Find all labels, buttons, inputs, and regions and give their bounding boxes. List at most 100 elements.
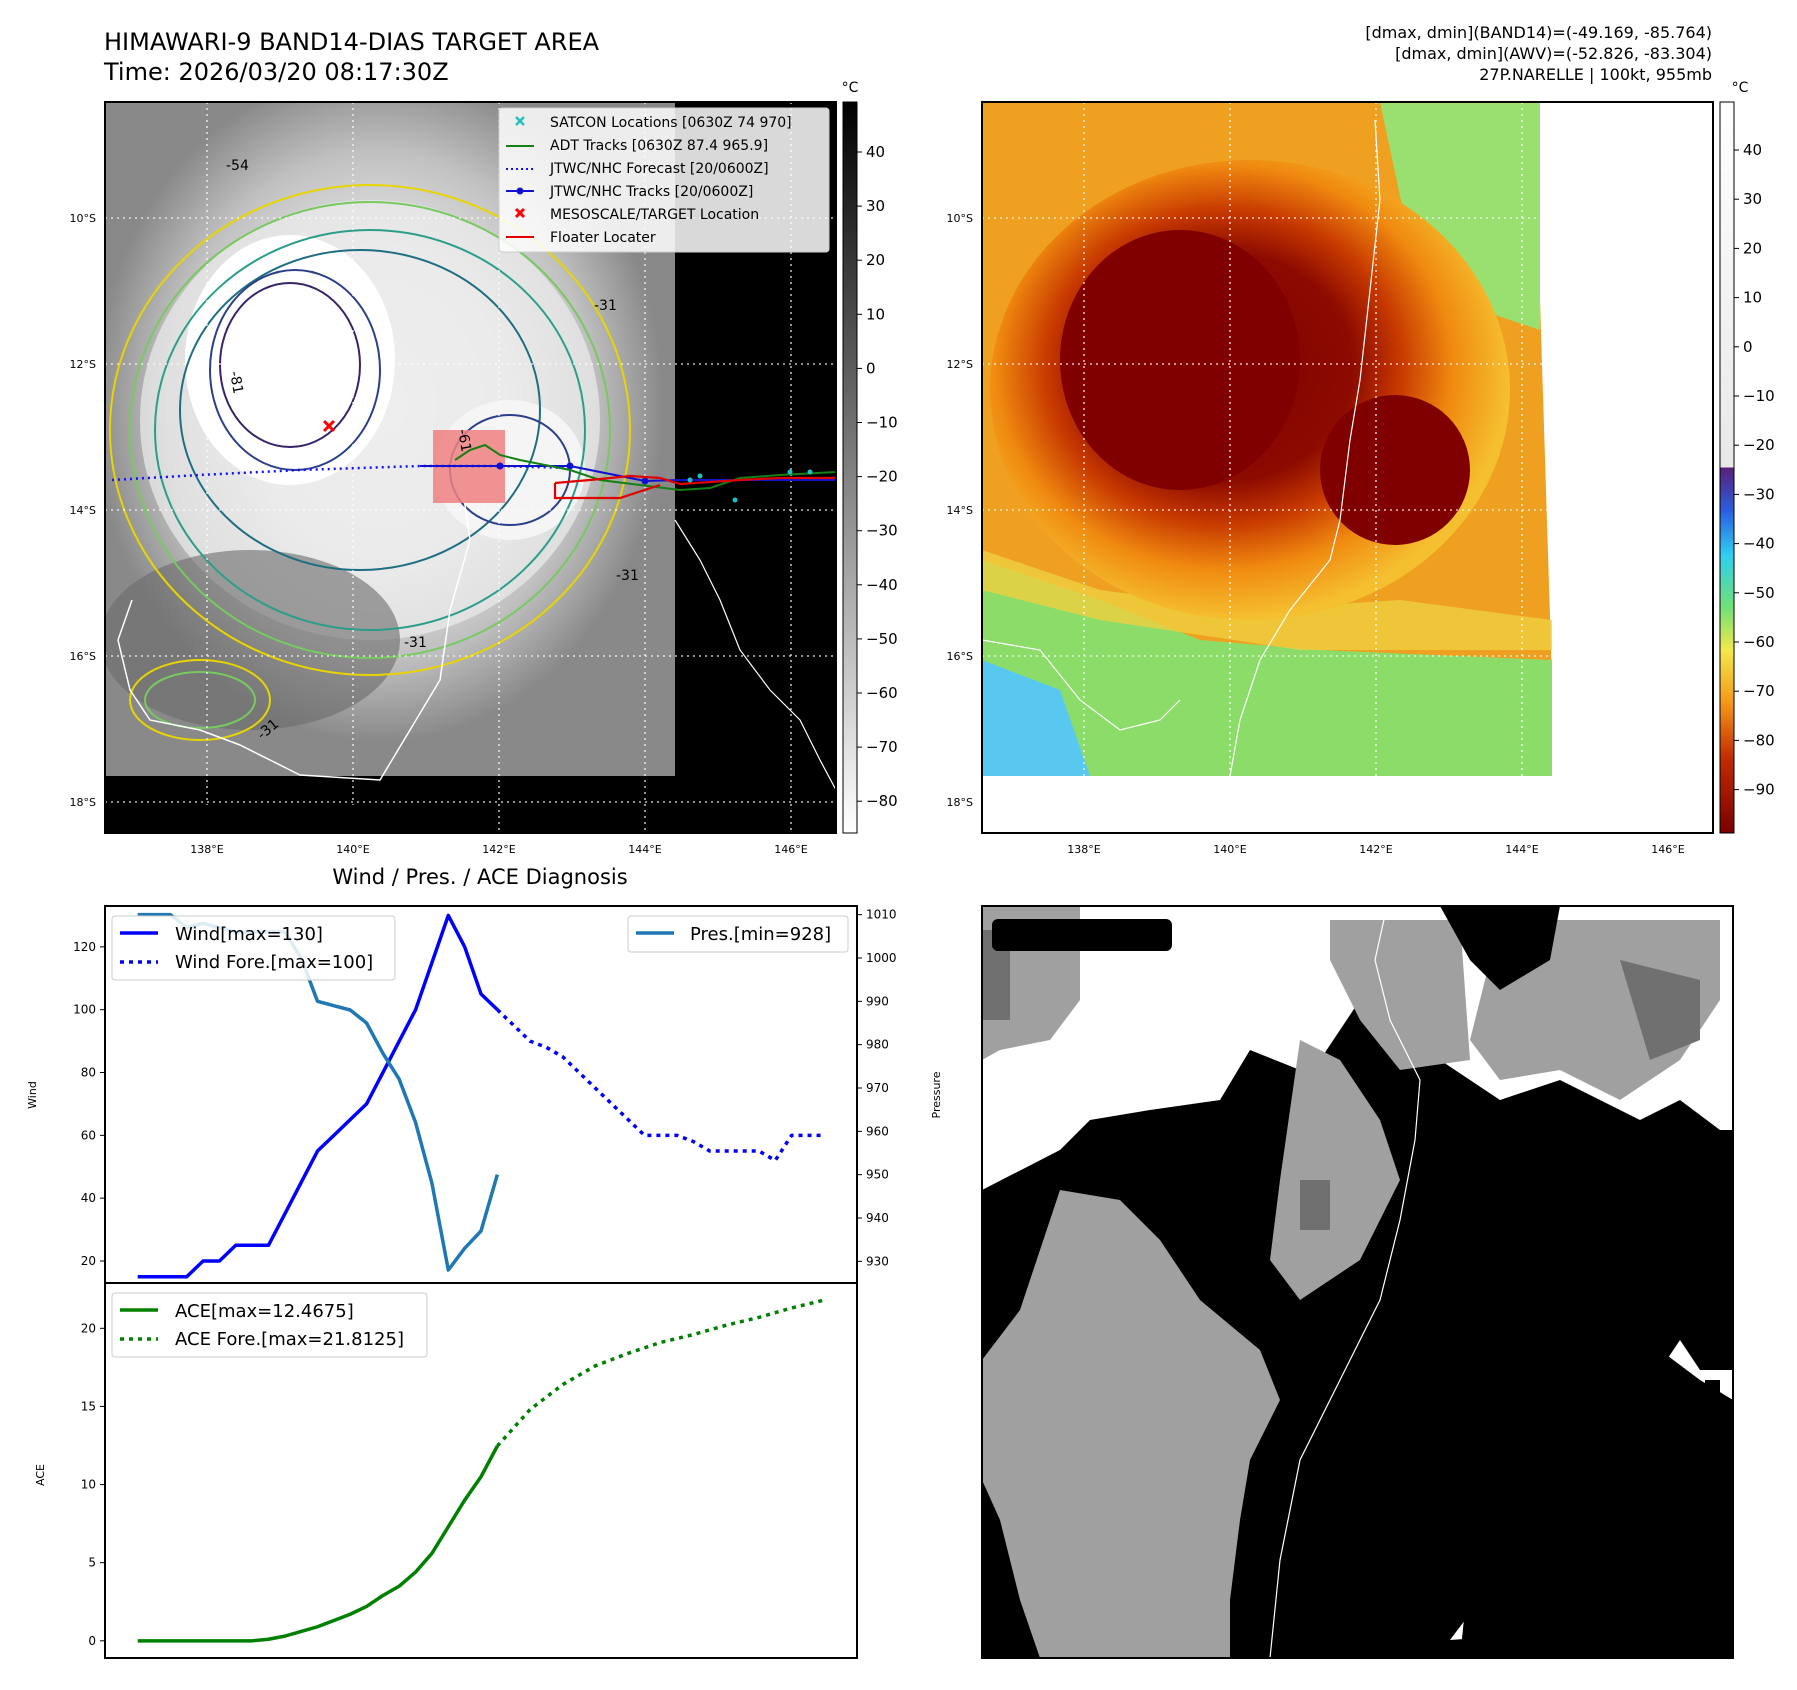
legend-jtwc-tracks: JTWC/NHC Tracks [20/0600Z] bbox=[549, 184, 753, 200]
wind-tick-label: 80 bbox=[81, 1066, 96, 1080]
contour-label: -81 bbox=[226, 370, 246, 395]
lon-tick: 138°E bbox=[1067, 843, 1100, 856]
colorbar-color: °C 40 30 20 10 0 −10 −20 −30 −40 −50 −60 −70 −80 −90 bbox=[1719, 80, 1775, 834]
legend-jtwc-forecast: JTWC/NHC Forecast [20/0600Z] bbox=[549, 161, 769, 177]
ace-line bbox=[137, 1445, 499, 1643]
lon-tick: 140°E bbox=[336, 843, 369, 856]
lon-tick: 138°E bbox=[190, 843, 223, 856]
wmg-panel: WMG Count: 0 bbox=[981, 905, 1734, 1659]
lon-tick: 144°E bbox=[628, 843, 661, 856]
stats-storm: 27P.NARELLE | 100kt, 955mb bbox=[1479, 65, 1712, 84]
contour-label: -31 bbox=[404, 635, 427, 651]
lat-tick: 16°S bbox=[70, 650, 96, 663]
colorbar-tick-label: −10 bbox=[1743, 387, 1775, 405]
lat-tick: 10°S bbox=[70, 212, 96, 225]
wind-tick-label: 100 bbox=[73, 1003, 96, 1017]
contour-label: -31 bbox=[616, 568, 639, 584]
ace-tick-label: 0 bbox=[88, 1634, 96, 1648]
map-legend: SATCON Locations [0630Z 74 970] ADT Trac… bbox=[498, 107, 830, 253]
pressure-tick-label: 940 bbox=[866, 1211, 889, 1225]
lat-tick: 16°S bbox=[947, 650, 973, 663]
legend-ace-forecast: ACE Fore.[max=21.8125] bbox=[175, 1329, 404, 1350]
lon-tick: 140°E bbox=[1213, 843, 1246, 856]
lon-tick: 144°E bbox=[1505, 843, 1538, 856]
lat-tick: 18°S bbox=[70, 796, 96, 809]
pressure-axis-label: Pressure bbox=[930, 1071, 943, 1118]
ace-axis-label: ACE bbox=[34, 1464, 47, 1486]
colorbar-tick-label: 20 bbox=[1743, 239, 1762, 257]
lat-tick: 18°S bbox=[947, 796, 973, 809]
colorbar-tick-label: 30 bbox=[1743, 190, 1762, 208]
wmg-count: WMG Count: 0 bbox=[1001, 925, 1154, 947]
legend-adt: ADT Tracks [0630Z 87.4 965.9] bbox=[550, 138, 768, 154]
ace-tick-label: 15 bbox=[81, 1399, 96, 1413]
pressure-tick-label: 980 bbox=[866, 1038, 889, 1052]
lat-tick: 10°S bbox=[947, 212, 973, 225]
lat-tick: 14°S bbox=[70, 504, 96, 517]
legend-wind-forecast: Wind Fore.[max=100] bbox=[175, 952, 373, 973]
legend-pressure: Pres.[min=928] bbox=[690, 924, 831, 945]
contour-label: -31 bbox=[594, 298, 617, 314]
colorbar-tick-label: −30 bbox=[866, 522, 898, 540]
stats-band14: [dmax, dmin](BAND14)=(-49.169, -85.764) bbox=[1365, 23, 1712, 42]
ace-tick-label: 5 bbox=[88, 1556, 96, 1570]
wind-forecast-line bbox=[496, 1008, 825, 1163]
colorbar-tick-label: −70 bbox=[866, 738, 898, 756]
colorbar-tick-label: 30 bbox=[866, 197, 885, 215]
contour-label: -61 bbox=[454, 428, 474, 453]
colorbar-tick-label: 40 bbox=[1743, 141, 1762, 159]
colorbar-tick-label: 40 bbox=[866, 143, 885, 161]
colorbar-tick-label: −70 bbox=[1743, 682, 1775, 700]
wind-legend: Wind[max=130] Wind Fore.[max=100] bbox=[111, 915, 396, 981]
copyright: Copyright © 2020-2026 Dapiya bbox=[108, 810, 387, 829]
wind-line bbox=[137, 913, 499, 1279]
colorbar-tick-label: −30 bbox=[1743, 485, 1775, 503]
ace-tick-label: 20 bbox=[81, 1321, 96, 1335]
ace-forecast-line bbox=[496, 1298, 825, 1448]
lat-tick: 14°S bbox=[947, 504, 973, 517]
awv-map: 138°E 140°E 142°E 144°E 146°E 10°S 12°S … bbox=[947, 101, 1714, 856]
pressure-tick-label: 960 bbox=[866, 1124, 889, 1138]
colorbar-tick-label: −80 bbox=[866, 792, 898, 810]
ace-chart: ACE 0 5 10 15 20 ACE[max=12.4675] ACE Fore.[… bbox=[34, 1282, 858, 1659]
lat-tick: 12°S bbox=[70, 358, 96, 371]
wind-tick-label: 60 bbox=[81, 1128, 96, 1142]
pressure-tick-label: 970 bbox=[866, 1081, 889, 1095]
colorbar-tick-label: −10 bbox=[866, 414, 898, 432]
figure-title: HIMAWARI-9 BAND14-DIAS TARGET AREA bbox=[104, 28, 600, 56]
colorbar-tick-label: −60 bbox=[1743, 633, 1775, 651]
lon-tick: 142°E bbox=[482, 843, 515, 856]
stats-awv: [dmax, dmin](AWV)=(-52.826, -83.304) bbox=[1395, 44, 1712, 63]
colorbar-tick-label: −20 bbox=[866, 468, 898, 486]
pressure-legend: Pres.[min=928] bbox=[627, 915, 849, 953]
colorbar-tick-label: −40 bbox=[866, 576, 898, 594]
contour-label: -54 bbox=[226, 158, 249, 174]
colorbar-tick-label: −40 bbox=[1743, 535, 1775, 553]
wind-pressure-chart: Wind Pressure 20 40 60 80 100 120 930 940 950 960… bbox=[26, 905, 943, 1284]
lat-tick: 12°S bbox=[947, 358, 973, 371]
legend-floater: Floater Locater bbox=[550, 230, 656, 246]
wind-tick-label: 20 bbox=[81, 1254, 96, 1268]
colorbar-tick-label: 0 bbox=[1743, 338, 1753, 356]
colorbar-tick-label: 10 bbox=[1743, 289, 1762, 307]
ace-tick-label: 10 bbox=[81, 1478, 96, 1492]
colorbar-tick-label: −80 bbox=[1743, 731, 1775, 749]
ace-legend: ACE[max=12.4675] ACE Fore.[max=21.8125] bbox=[111, 1292, 428, 1358]
colorbar-unit: °C bbox=[1732, 80, 1749, 96]
colorbar-tick-label: −50 bbox=[1743, 584, 1775, 602]
lon-tick: 146°E bbox=[1651, 843, 1684, 856]
band14-map: -81 -54 -31 -61 -31 -31 -31 Copyright © … bbox=[70, 101, 837, 856]
legend-satcon: SATCON Locations [0630Z 74 970] bbox=[550, 115, 792, 131]
wind-tick-label: 120 bbox=[73, 940, 96, 954]
wind-axis-label: Wind bbox=[26, 1081, 39, 1109]
pressure-tick-label: 1010 bbox=[866, 908, 897, 922]
colorbar-unit: °C bbox=[842, 80, 859, 96]
colorbar-tick-label: −90 bbox=[1743, 781, 1775, 799]
colorbar-tick-label: 10 bbox=[866, 305, 885, 323]
colorbar-tick-label: −60 bbox=[866, 684, 898, 702]
pressure-tick-label: 1000 bbox=[866, 951, 897, 965]
legend-ace: ACE[max=12.4675] bbox=[175, 1301, 354, 1322]
lon-tick: 142°E bbox=[1359, 843, 1392, 856]
colorbar-tick-label: −20 bbox=[1743, 436, 1775, 454]
